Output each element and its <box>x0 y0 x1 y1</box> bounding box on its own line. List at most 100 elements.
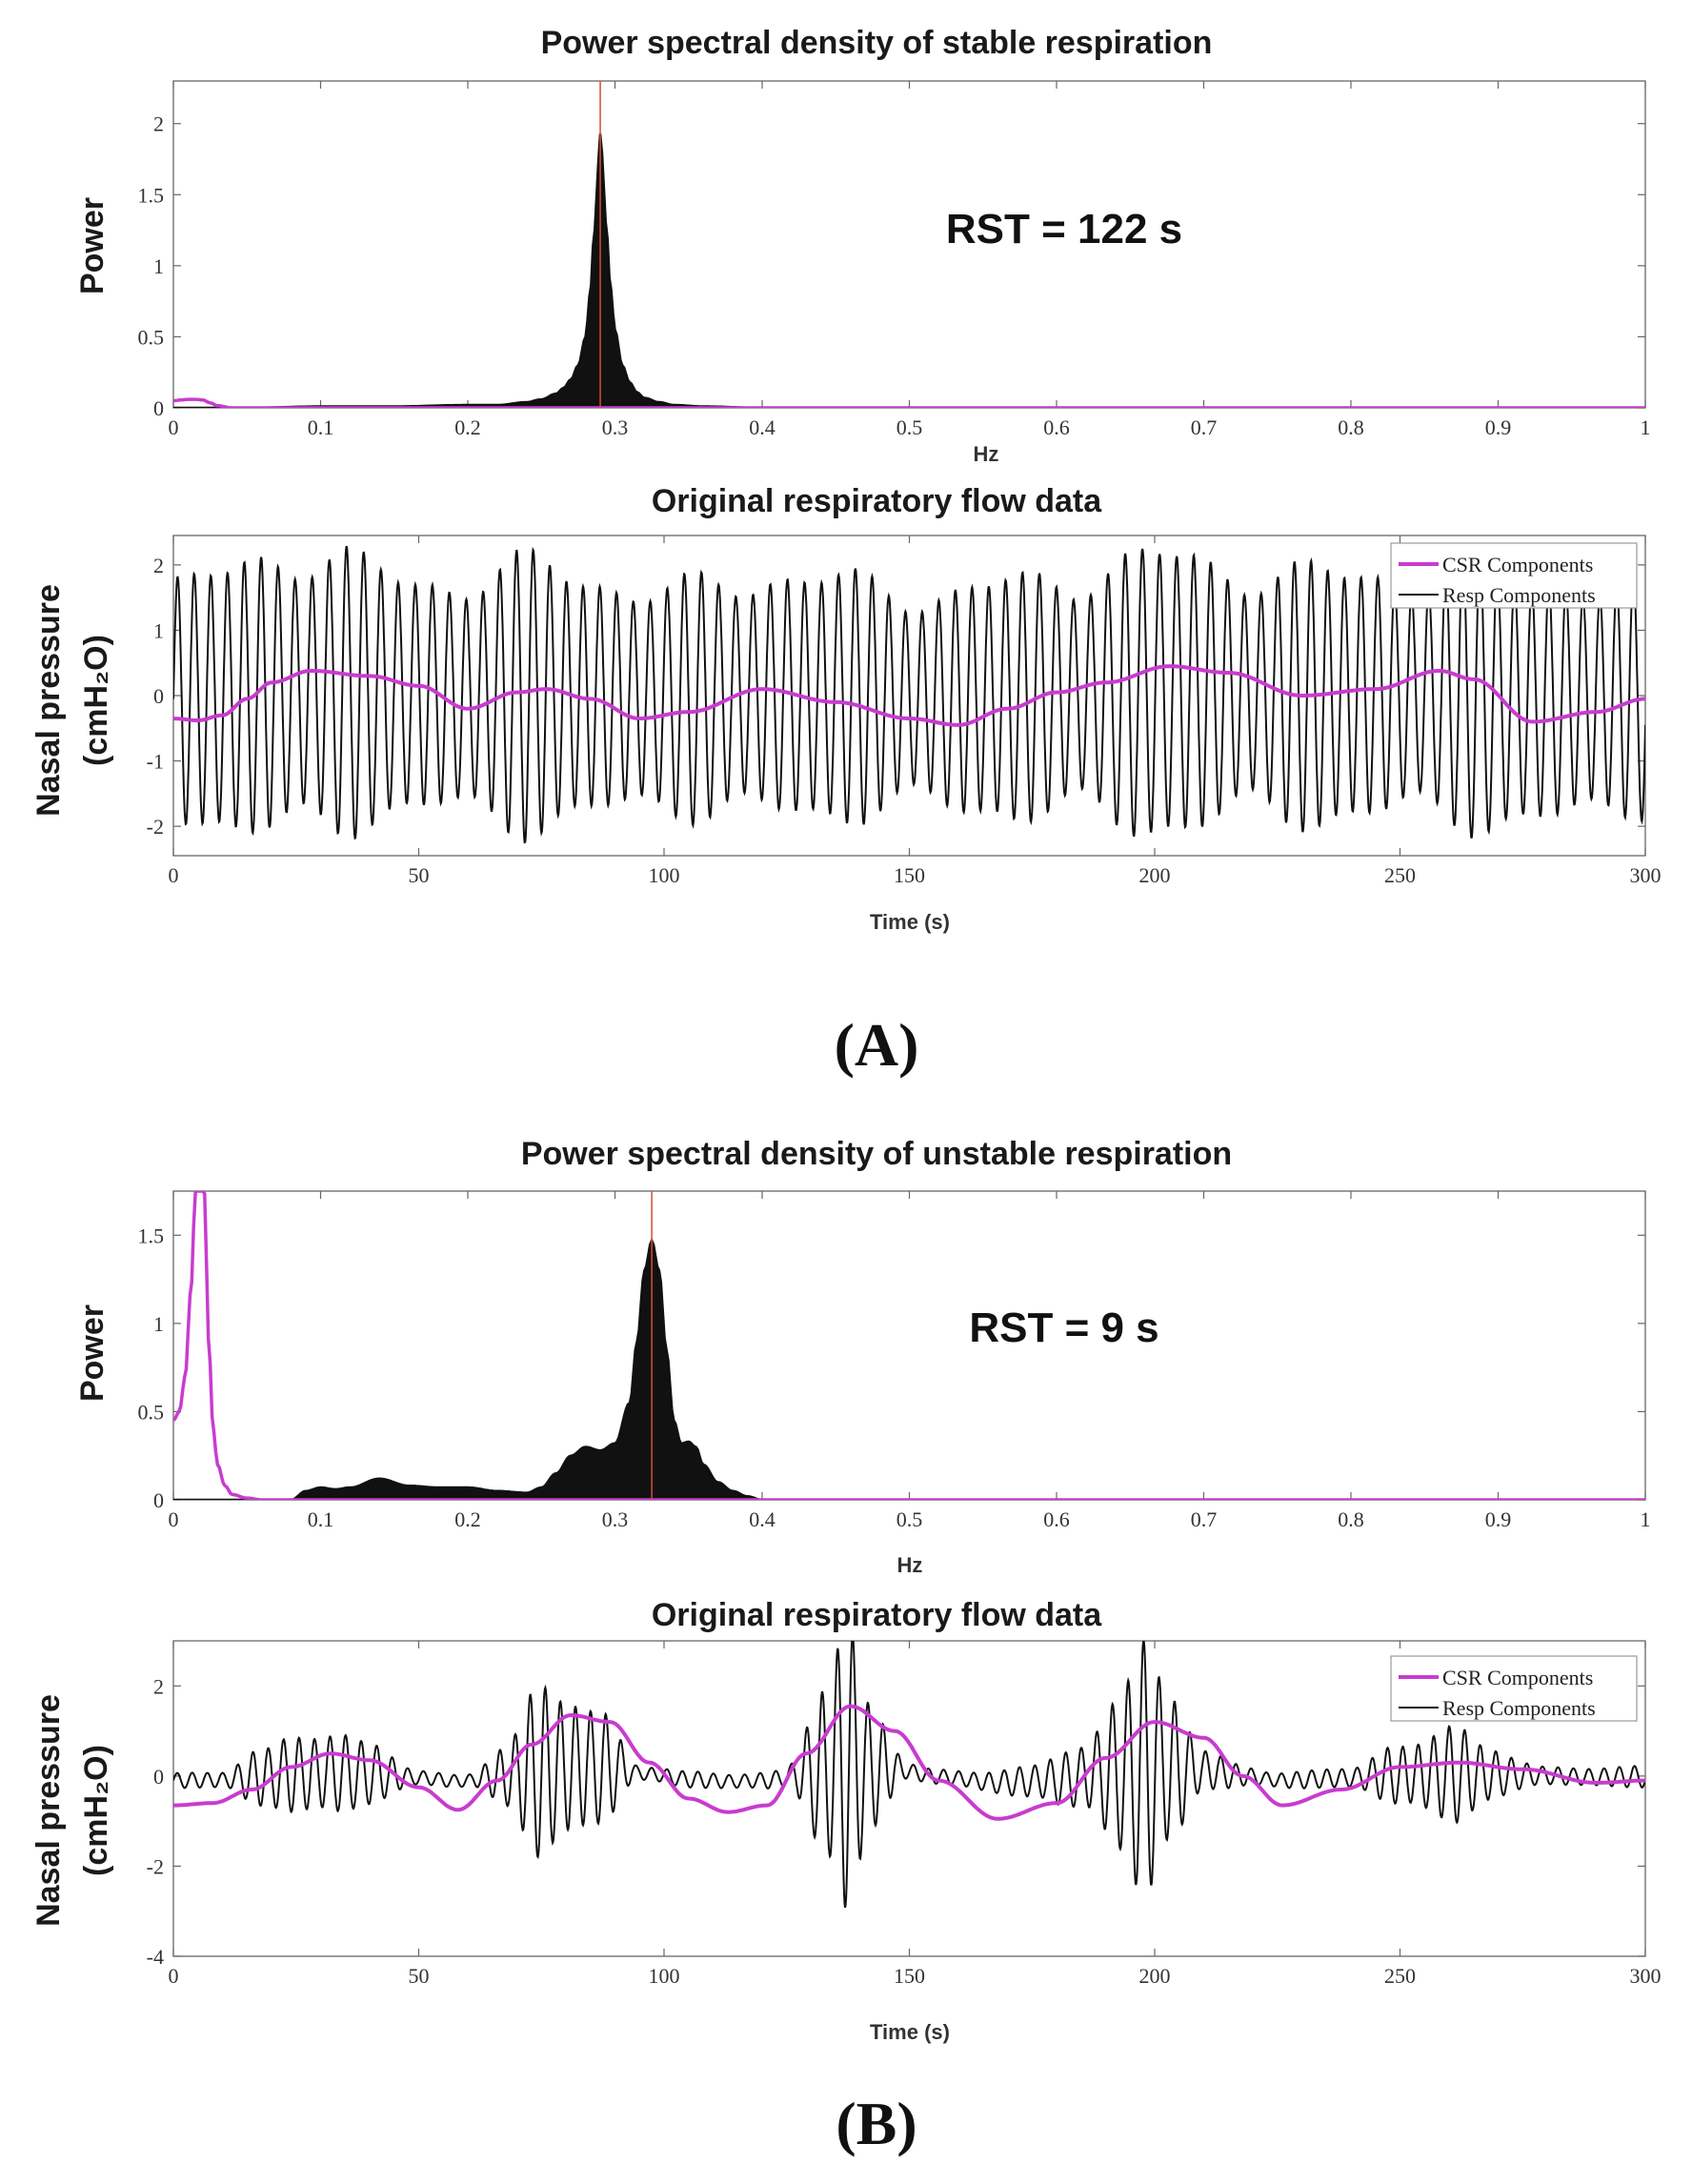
plot-area: 0 0.1 0.2 0.3 0.4 0.5 0.6 0.7 0.8 0.9 1 0 0.5 1 1.5 2 <box>138 80 1651 439</box>
plot-area: 0 50 100 150 200 250 300 -2 -1 0 1 2 <box>147 535 1662 887</box>
y-tick-label: 1 <box>153 1312 164 1336</box>
x-axis-label: Hz <box>897 1553 923 1577</box>
x-tick-label: 0.5 <box>896 1507 923 1531</box>
x-tick-label: 0.2 <box>454 415 481 439</box>
y-tick-label: 1 <box>153 254 164 278</box>
panel-label-a: (A) <box>835 1011 919 1079</box>
legend-csr-label: CSR Components <box>1442 553 1593 576</box>
plot-area: 0 50 100 150 200 250 300 -4 -2 0 2 <box>147 1640 1662 1988</box>
y-tick-label: -1 <box>147 750 164 774</box>
y-tick-label: 2 <box>153 1674 164 1698</box>
x-tick-label: 0.6 <box>1043 1507 1070 1531</box>
legend-box <box>1390 1655 1638 1722</box>
flow-chart-stable: Original respiratory flow data 0 50 100 150… <box>30 483 1662 934</box>
legend: CSR Components Resp Components <box>1390 542 1638 609</box>
x-tick-label: 0.1 <box>308 415 334 439</box>
resp-components-line <box>173 1641 1645 1909</box>
x-tick-label: 0.4 <box>749 1507 776 1531</box>
x-tick-label: 300 <box>1630 1964 1662 1988</box>
y-tick-label: -2 <box>147 815 164 839</box>
x-tick-label: 0.9 <box>1485 415 1512 439</box>
x-tick-label: 250 <box>1384 863 1416 887</box>
chart-title: Original respiratory flow data <box>652 483 1102 519</box>
resp-components-line <box>173 133 1645 408</box>
y-tick-label: 2 <box>153 112 164 136</box>
x-tick-label: 0 <box>169 863 179 887</box>
x-tick-label: 100 <box>649 1964 680 1988</box>
plot-content <box>173 1641 1645 1909</box>
y-axis-label: Power <box>74 197 111 294</box>
rst-annotation: RST = 9 s <box>969 1304 1158 1351</box>
y-tick-label: 0 <box>153 684 164 708</box>
y-tick-label: 0 <box>153 1488 164 1512</box>
y-tick-label: 0.5 <box>138 325 165 349</box>
csr-components-line <box>173 1704 1645 1821</box>
y-axis-label-unit: (cmH₂O) <box>78 635 114 766</box>
x-tick-label: 50 <box>409 863 430 887</box>
x-tick-label: 0.2 <box>454 1507 481 1531</box>
y-tick-label: 1.5 <box>138 183 165 207</box>
y-axis-label-unit: (cmH₂O) <box>78 1745 114 1876</box>
csr-components-line <box>173 664 1645 727</box>
x-tick-label: 0.7 <box>1191 1507 1218 1531</box>
x-tick-label: 0.3 <box>602 415 629 439</box>
y-tick-label: 0 <box>153 396 164 420</box>
flow-chart-unstable: Original respiratory flow data 0 50 100 150… <box>30 1597 1662 2044</box>
x-tick-label: 0.8 <box>1338 1507 1364 1531</box>
x-tick-label: 200 <box>1139 863 1171 887</box>
x-tick-label: 0.1 <box>308 1507 334 1531</box>
x-tick-label: 50 <box>409 1964 430 1988</box>
y-tick-label: 1.5 <box>138 1223 165 1247</box>
y-tick-label: 0.5 <box>138 1400 165 1424</box>
x-tick-label: 0.7 <box>1191 415 1218 439</box>
x-tick-label: 0.5 <box>896 415 923 439</box>
chart-title: Power spectral density of unstable respi… <box>521 1136 1232 1172</box>
x-tick-label: 150 <box>894 863 925 887</box>
x-tick-label: 0.3 <box>602 1507 629 1531</box>
plot-content <box>173 1191 1645 1500</box>
resp-components-line <box>173 1237 1645 1500</box>
y-tick-label: 2 <box>153 554 164 577</box>
x-tick-label: 1 <box>1641 1507 1651 1531</box>
x-tick-label: 300 <box>1630 863 1662 887</box>
legend-resp-label: Resp Components <box>1442 583 1596 607</box>
y-tick-label: -2 <box>147 1854 164 1878</box>
rst-annotation: RST = 122 s <box>946 206 1182 253</box>
x-axis-label: Hz <box>974 442 999 466</box>
x-tick-label: 250 <box>1384 1964 1416 1988</box>
x-tick-label: 0.9 <box>1485 1507 1512 1531</box>
x-tick-label: 200 <box>1139 1964 1171 1988</box>
psd-chart-unstable: Power spectral density of unstable respi… <box>74 1136 1651 1577</box>
legend-resp-label: Resp Components <box>1442 1696 1596 1720</box>
x-tick-label: 0.8 <box>1338 415 1364 439</box>
chart-title: Power spectral density of stable respira… <box>541 25 1213 61</box>
x-tick-label: 1 <box>1641 415 1651 439</box>
plot-content <box>173 545 1645 844</box>
y-axis-label: Nasal pressure <box>30 584 67 817</box>
panel-label-b: (B) <box>836 2090 916 2157</box>
x-tick-label: 0 <box>169 1507 179 1531</box>
legend-box <box>1390 542 1638 609</box>
resp-components-line <box>173 545 1645 844</box>
y-tick-label: 0 <box>153 1765 164 1789</box>
plot-area: 0 0.1 0.2 0.3 0.4 0.5 0.6 0.7 0.8 0.9 1 0 0.5 1 1.5 <box>138 1190 1651 1531</box>
y-tick-label: -4 <box>147 1945 164 1969</box>
psd-chart-stable: Power spectral density of stable respira… <box>74 25 1651 466</box>
x-axis-label: Time (s) <box>870 2020 950 2044</box>
plot-content <box>173 81 1645 408</box>
x-tick-label: 0.6 <box>1043 415 1070 439</box>
x-tick-label: 0.4 <box>749 415 776 439</box>
x-tick-label: 100 <box>649 863 680 887</box>
x-tick-label: 150 <box>894 1964 925 1988</box>
y-axis-label: Nasal pressure <box>30 1694 67 1927</box>
x-tick-label: 0 <box>169 415 179 439</box>
y-tick-label: 1 <box>153 618 164 642</box>
x-axis-label: Time (s) <box>870 910 950 934</box>
chart-title: Original respiratory flow data <box>652 1597 1102 1633</box>
legend-csr-label: CSR Components <box>1442 1666 1593 1689</box>
x-tick-label: 0 <box>169 1964 179 1988</box>
y-axis-label: Power <box>74 1304 111 1402</box>
legend: CSR Components Resp Components <box>1390 1655 1638 1722</box>
